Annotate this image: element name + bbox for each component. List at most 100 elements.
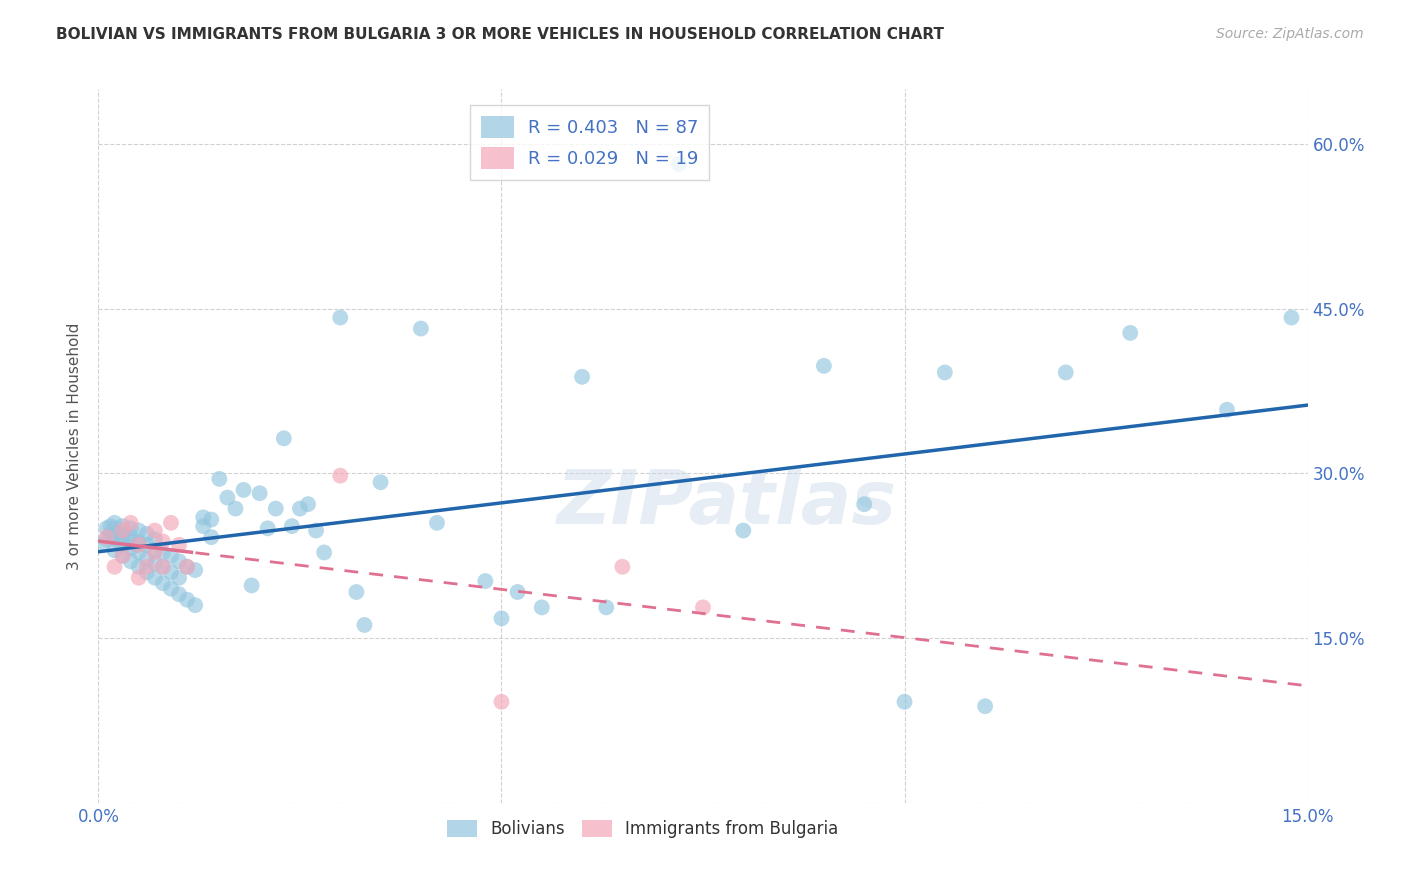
Point [167,587,190,601]
Point [474,574,496,588]
Point [111,538,134,552]
Point [217,491,239,505]
Point [893,695,915,709]
Point [135,559,157,574]
Point [160,566,183,580]
Point [329,310,352,325]
Point [176,592,198,607]
Point [120,554,142,568]
Point [100,526,122,541]
Point [103,533,125,547]
Point [176,559,198,574]
Point [184,563,207,577]
Point [176,559,198,574]
Point [143,524,166,538]
Point [111,524,134,538]
Point [264,501,287,516]
Point [152,534,174,549]
Point [96,530,118,544]
Point [297,497,319,511]
Point [128,559,150,574]
Y-axis label: 3 or more Vehicles in Household: 3 or more Vehicles in Household [67,322,83,570]
Point [733,524,755,538]
Point [353,618,375,632]
Point [103,516,125,530]
Point [152,559,174,574]
Point [160,582,183,596]
Point [111,526,134,541]
Point [595,600,617,615]
Point [128,545,150,559]
Point [249,486,271,500]
Point [288,501,311,516]
Point [128,524,150,538]
Point [426,516,449,530]
Point [135,566,157,580]
Point [160,516,183,530]
Point [305,524,328,538]
Point [128,534,150,549]
Point [111,533,134,547]
Point [200,530,222,544]
Point [571,369,593,384]
Point [128,538,150,552]
Point [1119,326,1142,340]
Point [530,600,553,615]
Point [974,699,997,714]
Point [813,359,835,373]
Point [111,549,134,563]
Point [143,545,166,559]
Point [692,600,714,615]
Point [143,533,166,547]
Point [128,538,150,552]
Point [506,585,529,599]
Point [103,521,125,535]
Point [120,516,142,530]
Point [370,475,392,490]
Point [120,521,142,535]
Point [193,519,215,533]
Point [143,543,166,558]
Text: ZIPatlas: ZIPatlas [557,467,897,540]
Point [103,559,125,574]
Point [208,472,231,486]
Point [491,695,513,709]
Point [96,533,118,547]
Text: BOLIVIAN VS IMMIGRANTS FROM BULGARIA 3 OR MORE VEHICLES IN HOUSEHOLD CORRELATION: BOLIVIAN VS IMMIGRANTS FROM BULGARIA 3 O… [56,27,945,42]
Point [167,538,190,552]
Point [273,431,295,445]
Point [612,559,634,574]
Point [1216,402,1239,417]
Point [1054,366,1077,380]
Point [256,521,278,535]
Point [314,545,336,559]
Point [96,521,118,535]
Point [103,543,125,558]
Point [668,157,690,171]
Point [111,519,134,533]
Point [100,519,122,533]
Point [224,501,246,516]
Point [240,578,263,592]
Point [135,538,157,552]
Point [344,585,367,599]
Point [167,554,190,568]
Point [143,557,166,571]
Point [281,519,304,533]
Point [409,321,432,335]
Point [200,512,222,526]
Point [135,552,157,566]
Point [152,545,174,559]
Point [1281,310,1303,325]
Point [232,483,254,497]
Point [167,571,190,585]
Point [91,538,114,552]
Point [193,510,215,524]
Point [128,571,150,585]
Point [143,571,166,585]
Point [160,549,183,563]
Point [152,559,174,574]
Legend: Bolivians, Immigrants from Bulgaria: Bolivians, Immigrants from Bulgaria [440,813,845,845]
Point [111,549,134,563]
Point [853,497,876,511]
